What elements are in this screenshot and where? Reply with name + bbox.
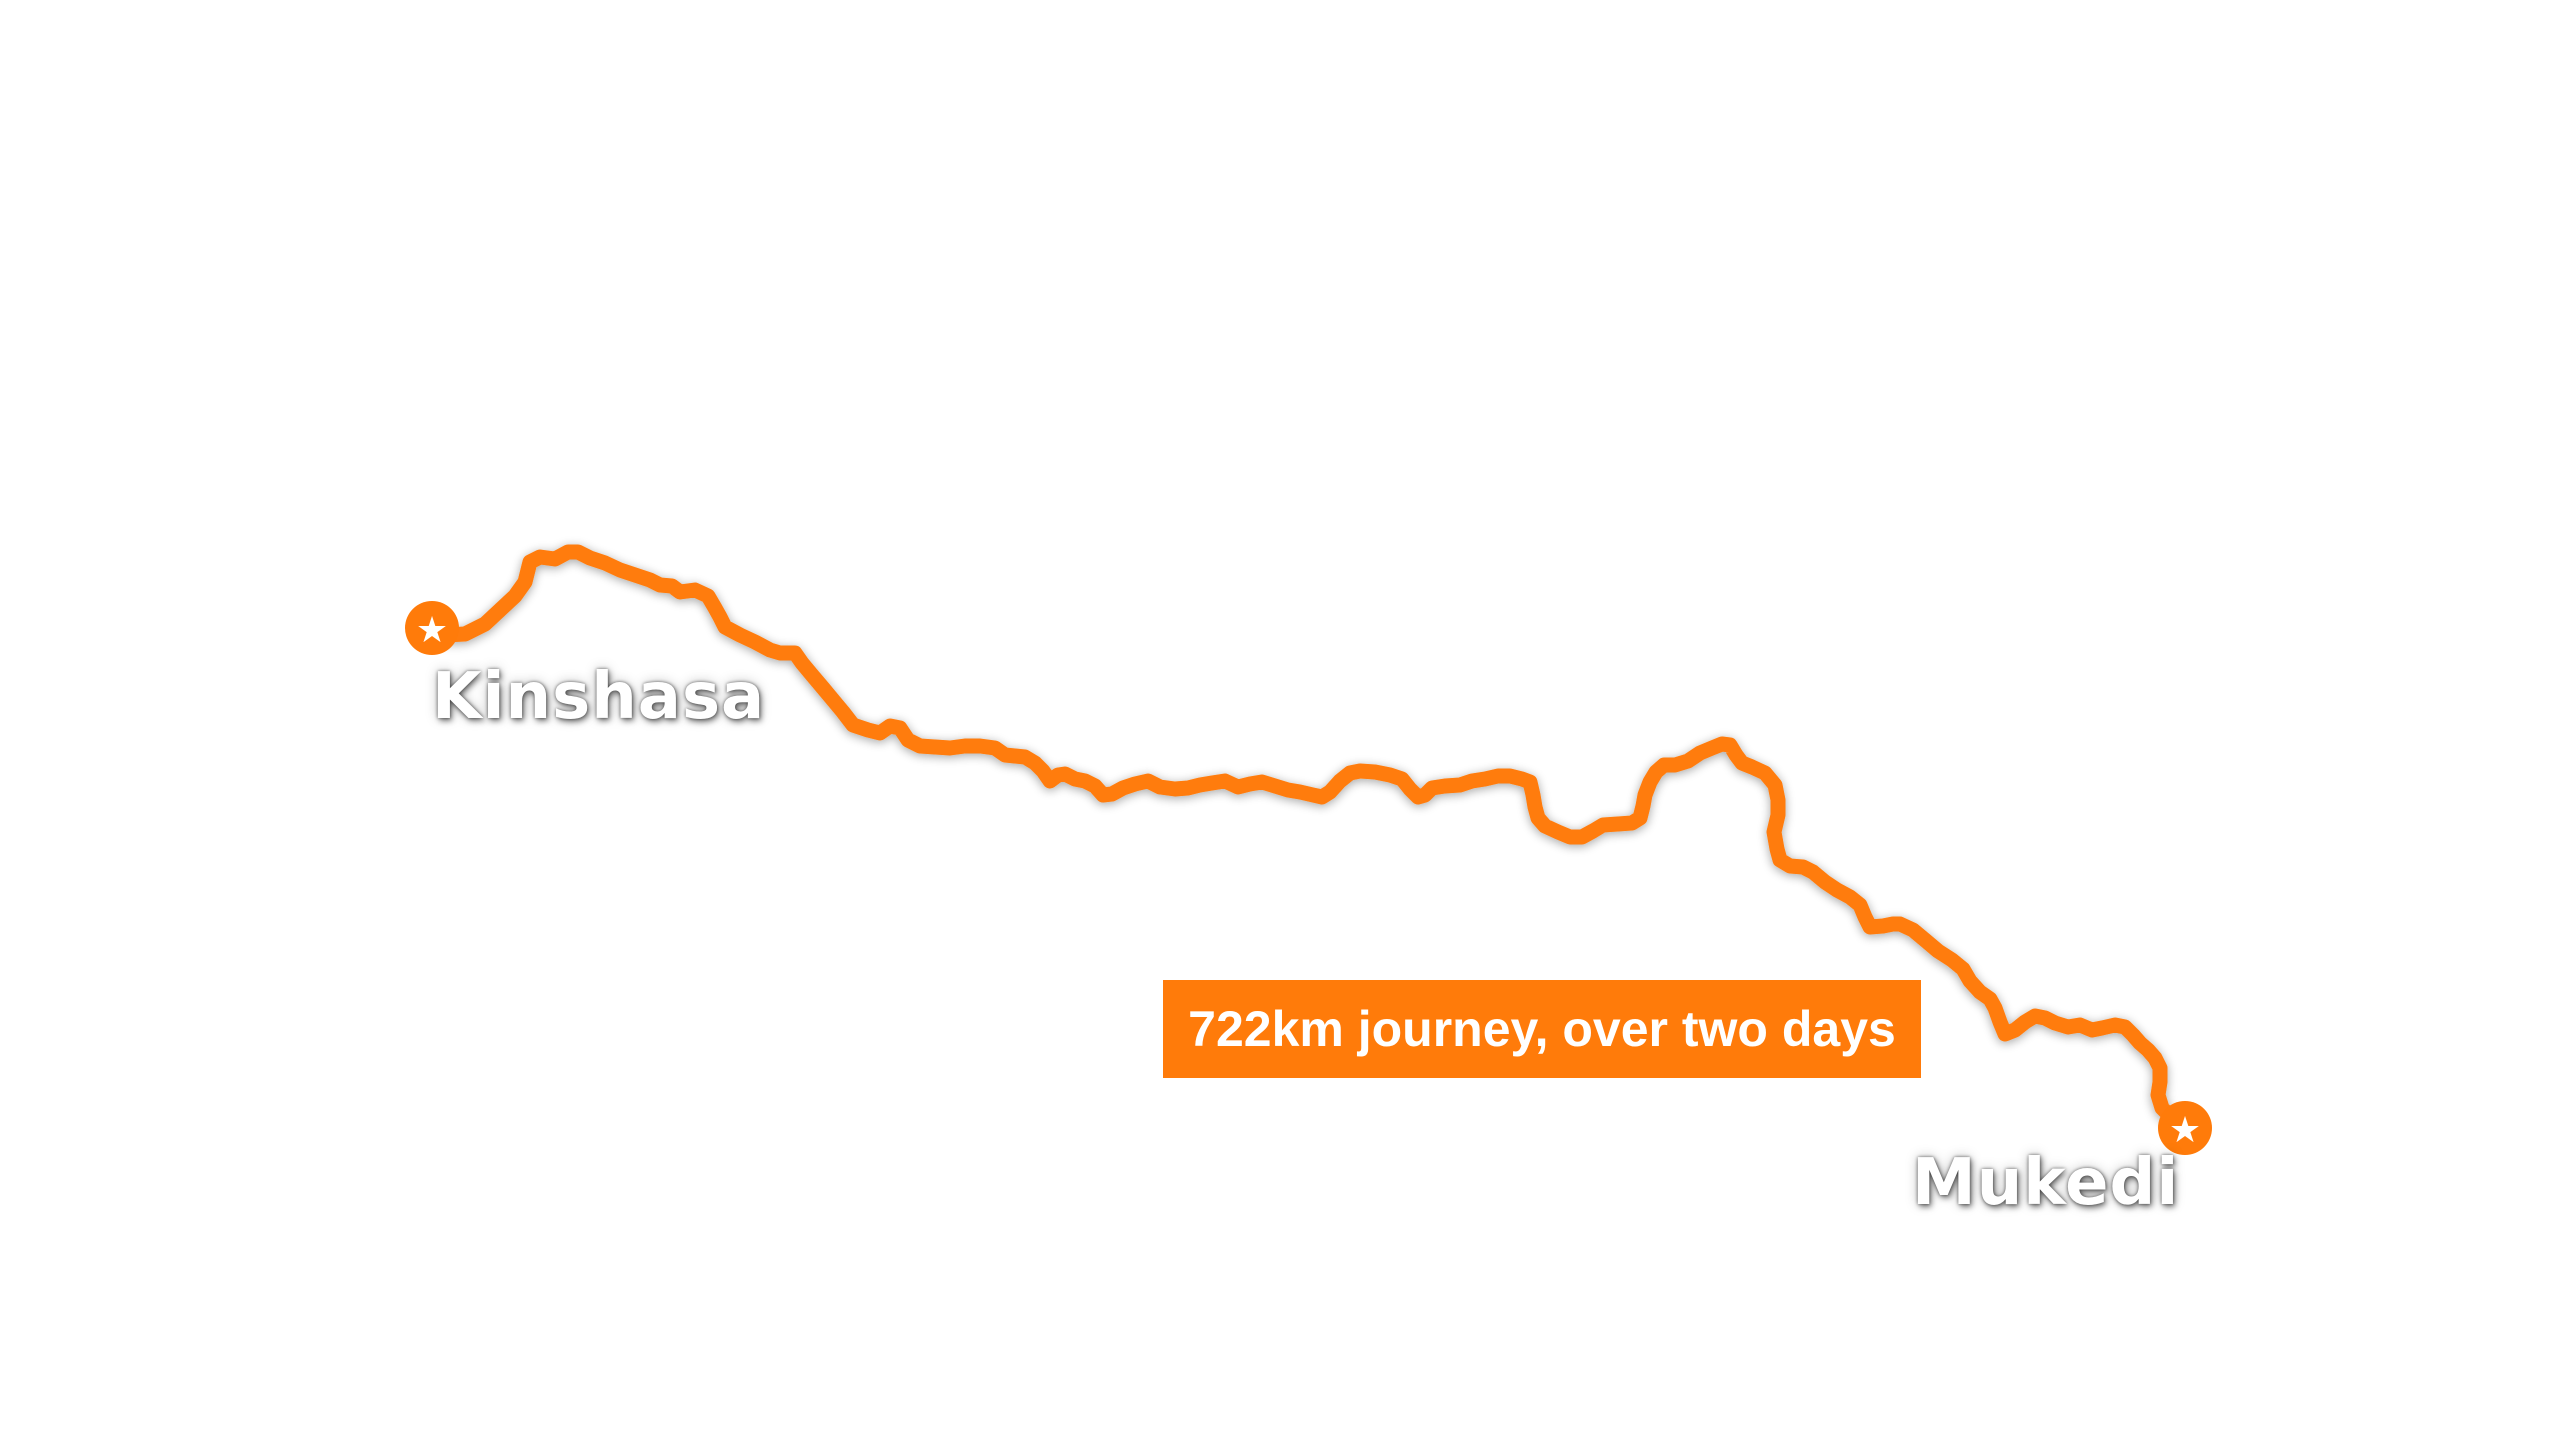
journey-caption: 722km journey, over two days	[1188, 1001, 1896, 1057]
mukedi-marker[interactable]	[2158, 1101, 2212, 1155]
star-icon: ★	[416, 610, 448, 651]
start-city-label: Kinshasa	[432, 660, 766, 734]
kinshasa-marker[interactable]	[405, 601, 459, 655]
journey-caption-box: 722km journey, over two days	[1163, 980, 1921, 1078]
star-icon: ★	[2169, 1110, 2201, 1151]
route-path	[424, 544, 2188, 1128]
end-city-label: Mukedi	[1912, 1146, 2180, 1220]
